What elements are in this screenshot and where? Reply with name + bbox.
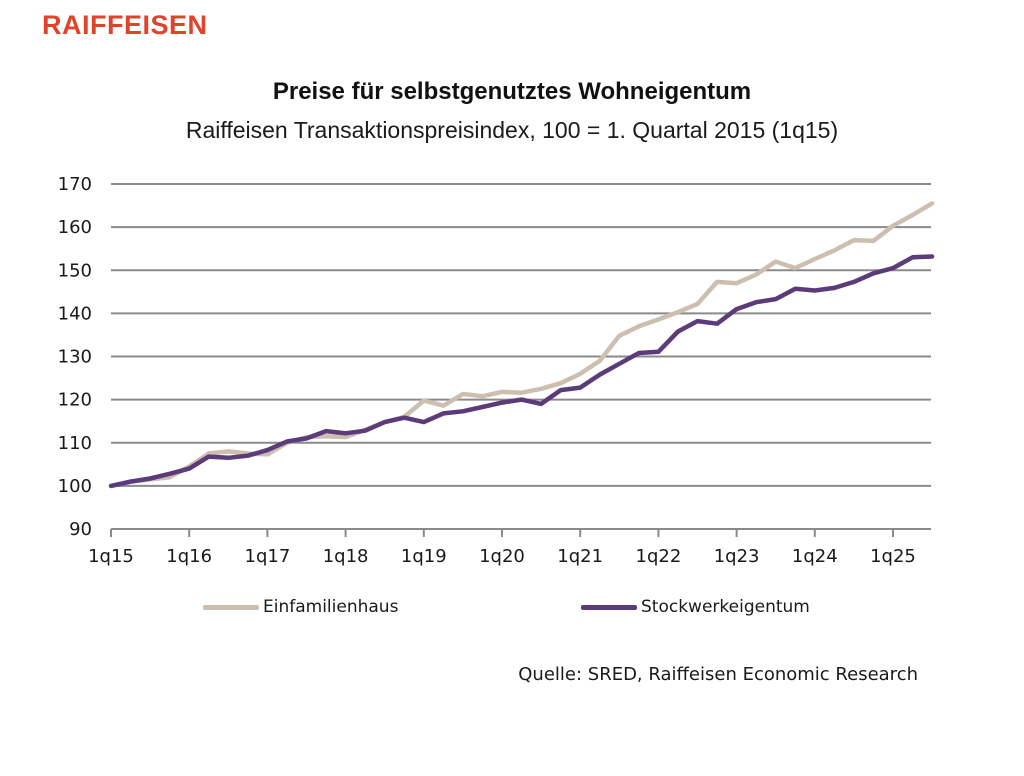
raiffeisen-logo: RAIFFEISEN (42, 10, 208, 40)
y-tick-label: 130 (58, 347, 92, 368)
x-tick-label: 1q16 (166, 546, 212, 567)
chart-subtitle: Raiffeisen Transaktionspreisindex, 100 =… (185, 117, 839, 143)
x-tick-label: 1q24 (792, 546, 838, 567)
source-note: Quelle: SRED, Raiffeisen Economic Resear… (518, 664, 918, 685)
x-tick-label: 1q20 (479, 546, 525, 567)
x-tick-label: 1q15 (88, 546, 134, 567)
legend-item-stockwerkeigentum: Stockwerkeigentum (581, 595, 810, 619)
y-tick-label: 170 (58, 174, 92, 195)
x-tick-label: 1q25 (870, 546, 916, 567)
y-tick-label: 160 (58, 217, 92, 238)
y-tick-label: 100 (58, 476, 92, 497)
x-tick-label: 1q17 (245, 546, 291, 567)
x-tick-label: 1q19 (401, 546, 447, 567)
legend-swatch-stockwerkeigentum (581, 604, 637, 610)
series-lines (108, 201, 935, 489)
x-axis: 1q15 1q16 1q17 1q18 1q19 1q20 1q21 1q22 1q23 1q24… (88, 529, 916, 567)
y-tick-label: 120 (58, 390, 92, 411)
x-tick-label: 1q18 (323, 546, 369, 567)
legend-label-einfamilienhaus: Einfamilienhaus (263, 597, 399, 617)
legend-swatch-einfamilienhaus (203, 604, 259, 610)
legend-item-einfamilienhaus: Einfamilienhaus (203, 595, 398, 619)
x-tick-label: 1q23 (714, 546, 760, 567)
x-tick-label: 1q21 (557, 546, 603, 567)
x-tick-label: 1q22 (636, 546, 682, 567)
chart-title: Preise für selbstgenutztes Wohneigentum (272, 78, 752, 105)
gridlines (111, 183, 931, 530)
legend-label-stockwerkeigentum: Stockwerkeigentum (641, 597, 810, 617)
y-tick-label: 150 (58, 260, 92, 281)
y-tick-label: 140 (58, 303, 92, 324)
y-tick-label: 110 (58, 433, 92, 454)
y-tick-label: 90 (69, 519, 92, 540)
y-axis-labels: 90 100 110 120 130 140 150 160 170 (58, 174, 92, 540)
